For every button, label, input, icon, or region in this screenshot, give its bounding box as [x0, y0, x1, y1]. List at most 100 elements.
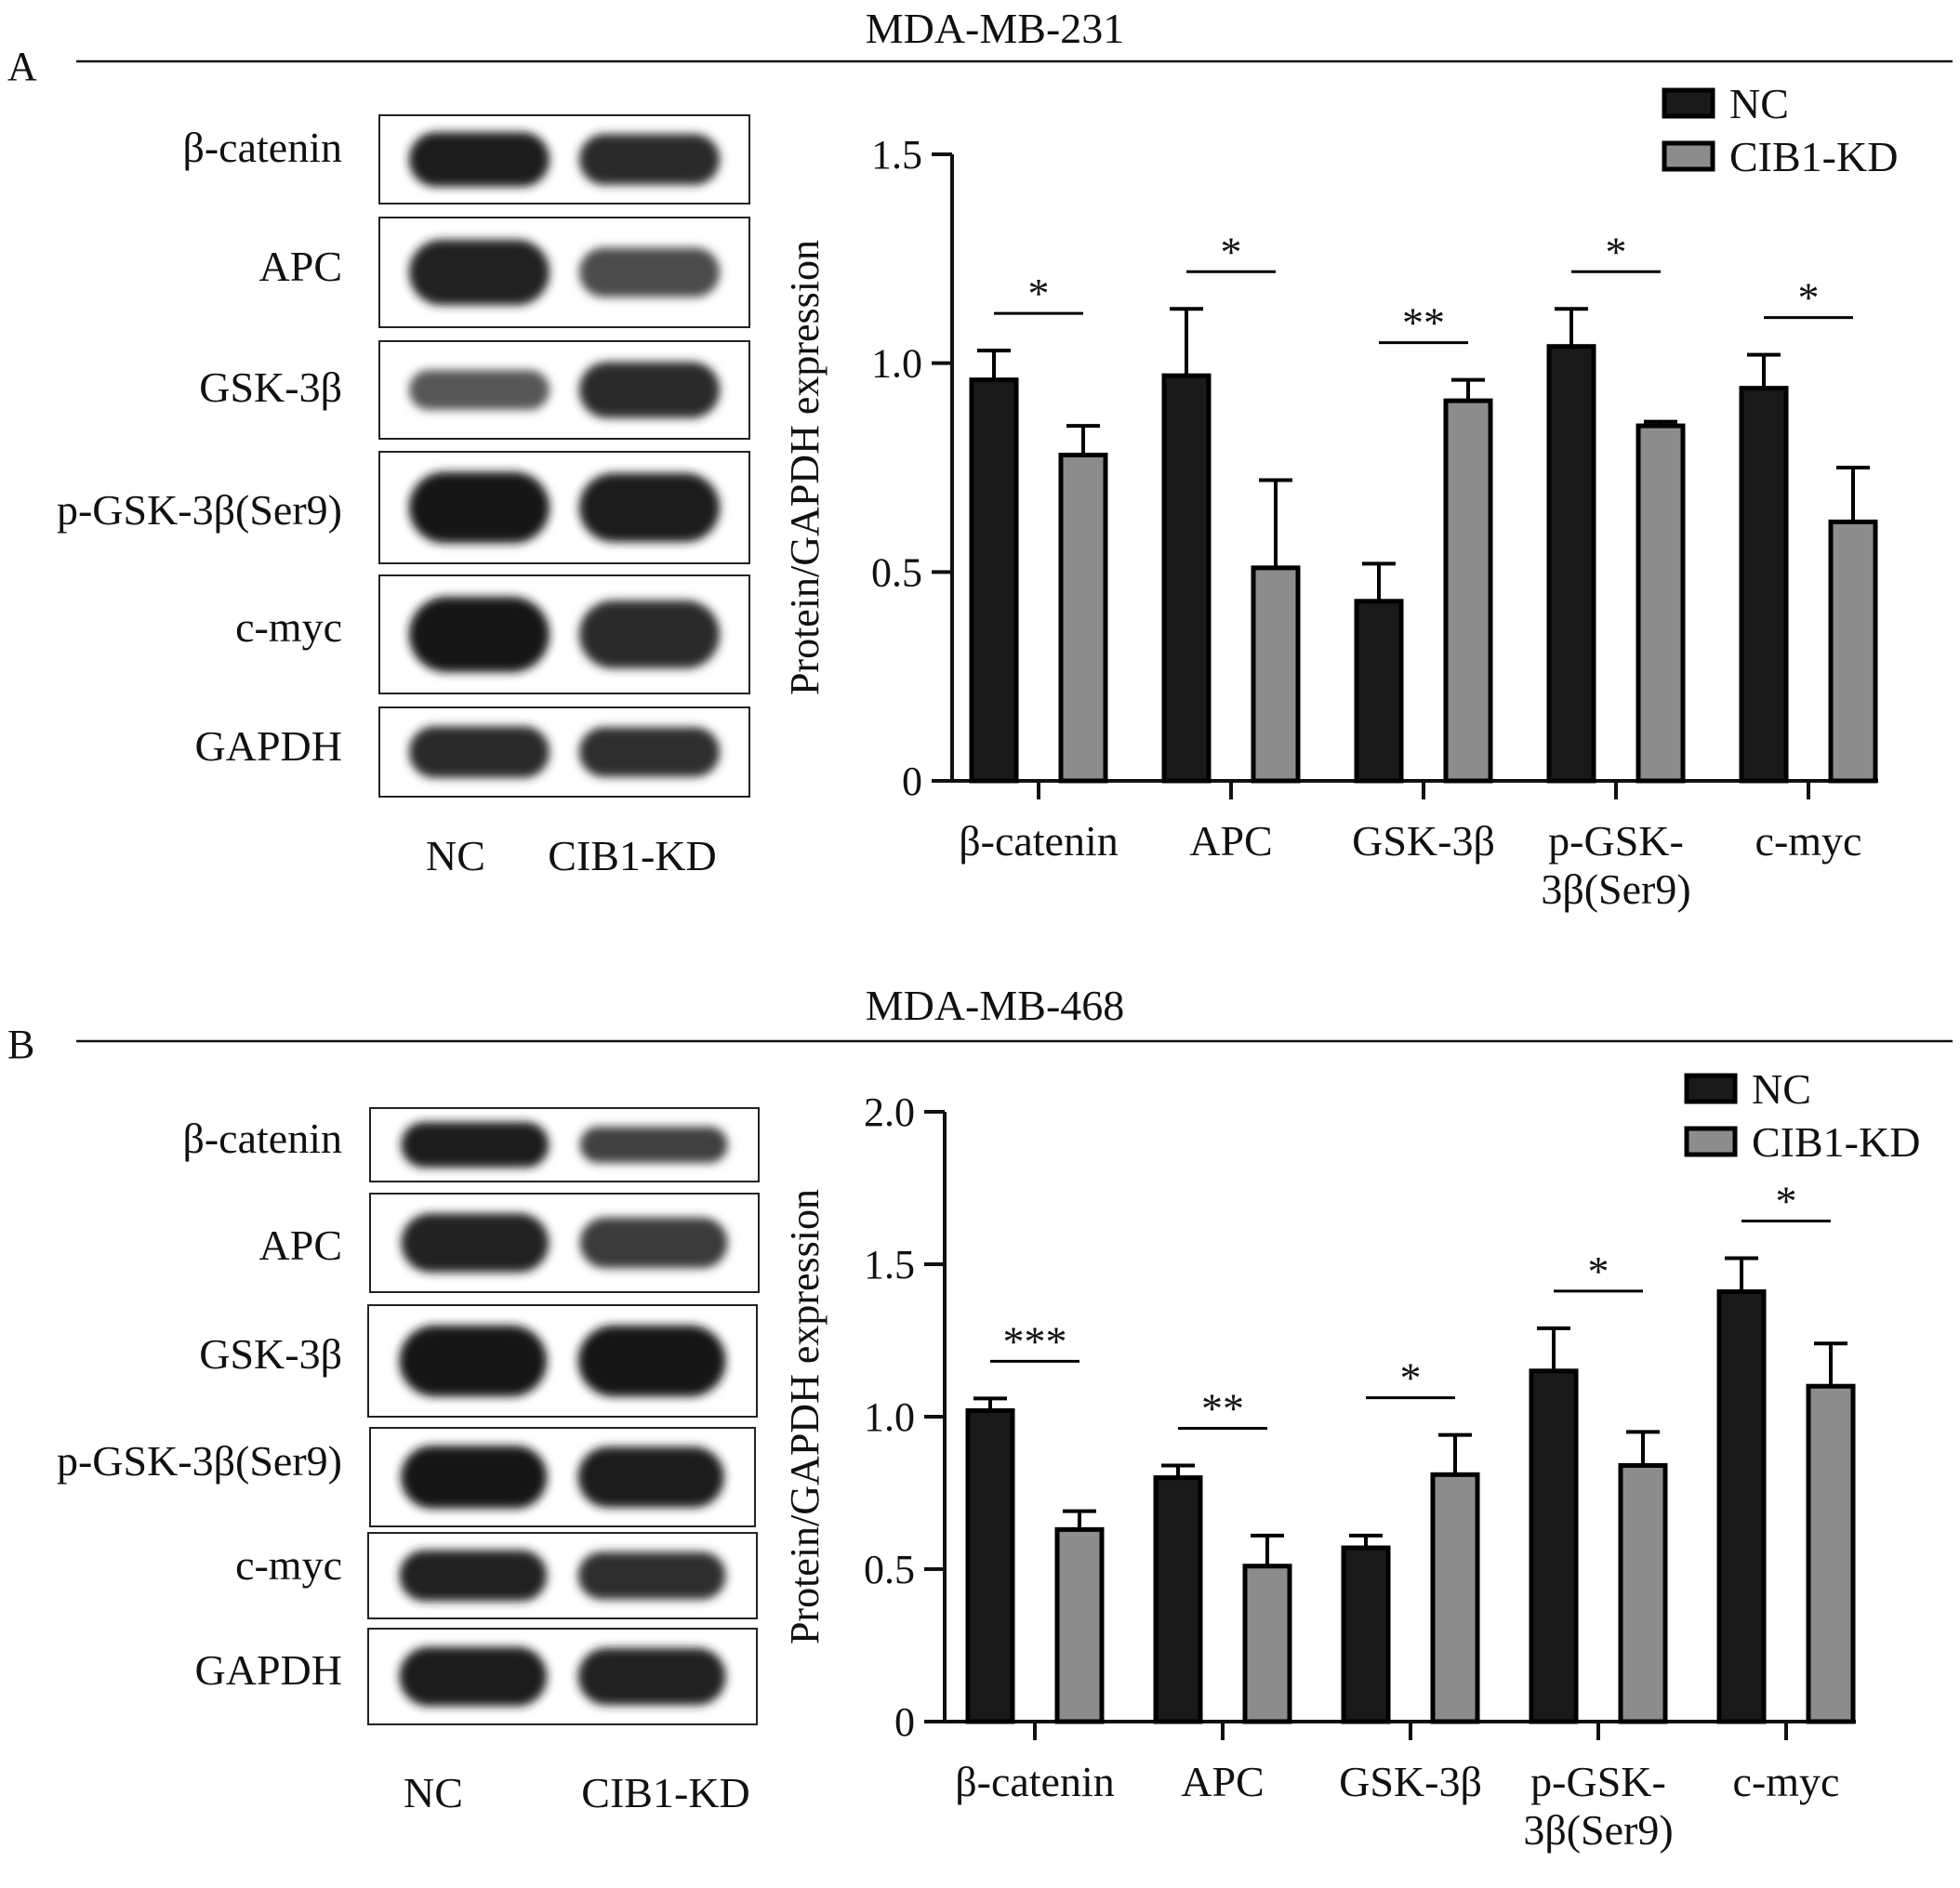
x-tick-label: 3β(Ser9)	[1523, 1806, 1673, 1854]
bar	[1529, 1368, 1579, 1724]
y-tick-label: 1.0	[871, 341, 922, 387]
x-tick-label: GSK-3β	[1339, 1758, 1482, 1805]
x-tick-label: c-myc	[1755, 817, 1862, 865]
y-tick-label: 0.5	[864, 1547, 915, 1592]
y-tick-label: 1.0	[864, 1394, 915, 1440]
blot-band	[577, 1551, 726, 1600]
y-tick-label: 1.5	[871, 132, 922, 178]
bar	[1828, 519, 1878, 784]
panel-letter: B	[7, 1022, 34, 1067]
bar	[1161, 373, 1212, 784]
legend-label: CIB1-KD	[1752, 1118, 1920, 1166]
bar	[1054, 1526, 1105, 1724]
x-tick-label: β-catenin	[959, 817, 1119, 865]
blot-protein-label: GAPDH	[195, 1646, 342, 1694]
significance-marker: *	[1776, 1177, 1797, 1224]
x-tick-label: p-GSK-	[1548, 817, 1684, 865]
blot-band	[577, 1325, 726, 1397]
significance-marker: *	[1606, 228, 1627, 275]
legend-swatch	[1662, 140, 1715, 172]
significance-marker: *	[1221, 228, 1242, 275]
blot-protein-label: APC	[259, 243, 342, 290]
blot-band	[408, 239, 550, 306]
blot-protein-label: APC	[259, 1221, 342, 1269]
blot-band	[408, 471, 550, 544]
blot-protein-label: p-GSK-3β(Ser9)	[57, 1437, 342, 1485]
bar	[1430, 1472, 1480, 1724]
y-axis-label: Protein/GAPDH expression	[782, 1189, 828, 1644]
bar	[1618, 1462, 1668, 1724]
blot-band	[408, 132, 550, 187]
significance-marker: **	[1402, 299, 1445, 347]
blot-row: APC	[259, 1193, 760, 1293]
blot-protein-label: c-myc	[235, 603, 342, 651]
x-tick-label: APC	[1189, 817, 1272, 865]
blot-protein-label: β-catenin	[182, 1115, 342, 1162]
significance-marker: *	[1400, 1354, 1422, 1402]
bar	[1546, 344, 1596, 784]
blot-band	[578, 247, 721, 297]
blot-row: p-GSK-3β(Ser9)	[57, 1427, 756, 1527]
legend-swatch	[1662, 87, 1715, 119]
blot-band	[408, 726, 550, 778]
y-tick-label: 0	[902, 759, 922, 804]
blot-row: p-GSK-3β(Ser9)	[57, 451, 750, 564]
blot-lane-label: NC	[404, 1769, 463, 1816]
bar	[1242, 1564, 1292, 1724]
blot-band	[578, 600, 721, 669]
blot-lane-label: CIB1-KD	[581, 1769, 749, 1816]
blot-band	[578, 134, 721, 185]
x-tick-label: APC	[1181, 1758, 1264, 1805]
significance-marker: *	[1798, 274, 1820, 322]
blot-band	[579, 1217, 728, 1269]
bar	[1153, 1475, 1203, 1724]
blot-band	[399, 1550, 548, 1602]
blot-band	[408, 370, 550, 410]
blot-protein-label: GAPDH	[195, 722, 342, 770]
legend-swatch	[1684, 1126, 1738, 1157]
bar	[1341, 1545, 1391, 1724]
bar	[1354, 599, 1404, 784]
bar	[965, 1407, 1015, 1724]
blot-band	[577, 1647, 726, 1706]
x-tick-label: GSK-3β	[1352, 817, 1495, 865]
significance-marker: **	[1201, 1384, 1244, 1432]
significance-marker: *	[1028, 270, 1050, 317]
blot-protein-label: GSK-3β	[199, 1330, 342, 1378]
panel-title: MDA-MB-468	[866, 982, 1125, 1029]
blot-band	[578, 362, 721, 418]
x-tick-label: 3β(Ser9)	[1541, 865, 1690, 913]
blot-band	[401, 1122, 550, 1168]
blot-row: c-myc	[235, 574, 750, 694]
western-blot: β-catenin APC GSK-3β p-GSK-3β(Ser9) c-my	[57, 114, 750, 879]
blot-lane-label: NC	[426, 832, 485, 879]
blot-band	[578, 727, 721, 777]
bar	[1716, 1289, 1767, 1724]
blot-protein-label: c-myc	[235, 1541, 342, 1589]
panel-letter: A	[7, 44, 37, 89]
blot-protein-label: β-catenin	[182, 124, 342, 171]
blot-row: β-catenin	[182, 1107, 760, 1182]
blot-band	[408, 596, 550, 673]
bar-chart: 0 0.5 1.0 1.5 2.0 Protein/GAPDH expression β-c…	[782, 1065, 1920, 1854]
blot-row: APC	[259, 217, 750, 328]
blot-row: GAPDH	[195, 706, 750, 798]
bar	[969, 377, 1019, 784]
y-axis-label: Protein/GAPDH expression	[782, 240, 828, 695]
blot-protein-label: p-GSK-3β(Ser9)	[57, 486, 342, 534]
blot-row: β-catenin	[182, 114, 750, 205]
panel-a: A MDA-MB-231 β-catenin APC GSK-3β p-GSK-…	[7, 5, 1953, 913]
blot-lane-label: CIB1-KD	[548, 832, 716, 879]
blot-row: c-myc	[235, 1532, 758, 1619]
bar	[1443, 398, 1493, 784]
significance-marker: ***	[1003, 1317, 1067, 1365]
bar	[1636, 423, 1686, 784]
legend-swatch	[1684, 1073, 1738, 1104]
bar-chart: 0 0.5 1.0 1.5 Protein/GAPDH expression β-cate…	[782, 80, 1898, 913]
blot-band	[399, 1646, 548, 1707]
blot-band	[577, 1446, 724, 1508]
blot-band	[578, 472, 721, 543]
blot-row: GSK-3β	[199, 1304, 758, 1418]
y-tick-label: 1.5	[864, 1242, 915, 1287]
